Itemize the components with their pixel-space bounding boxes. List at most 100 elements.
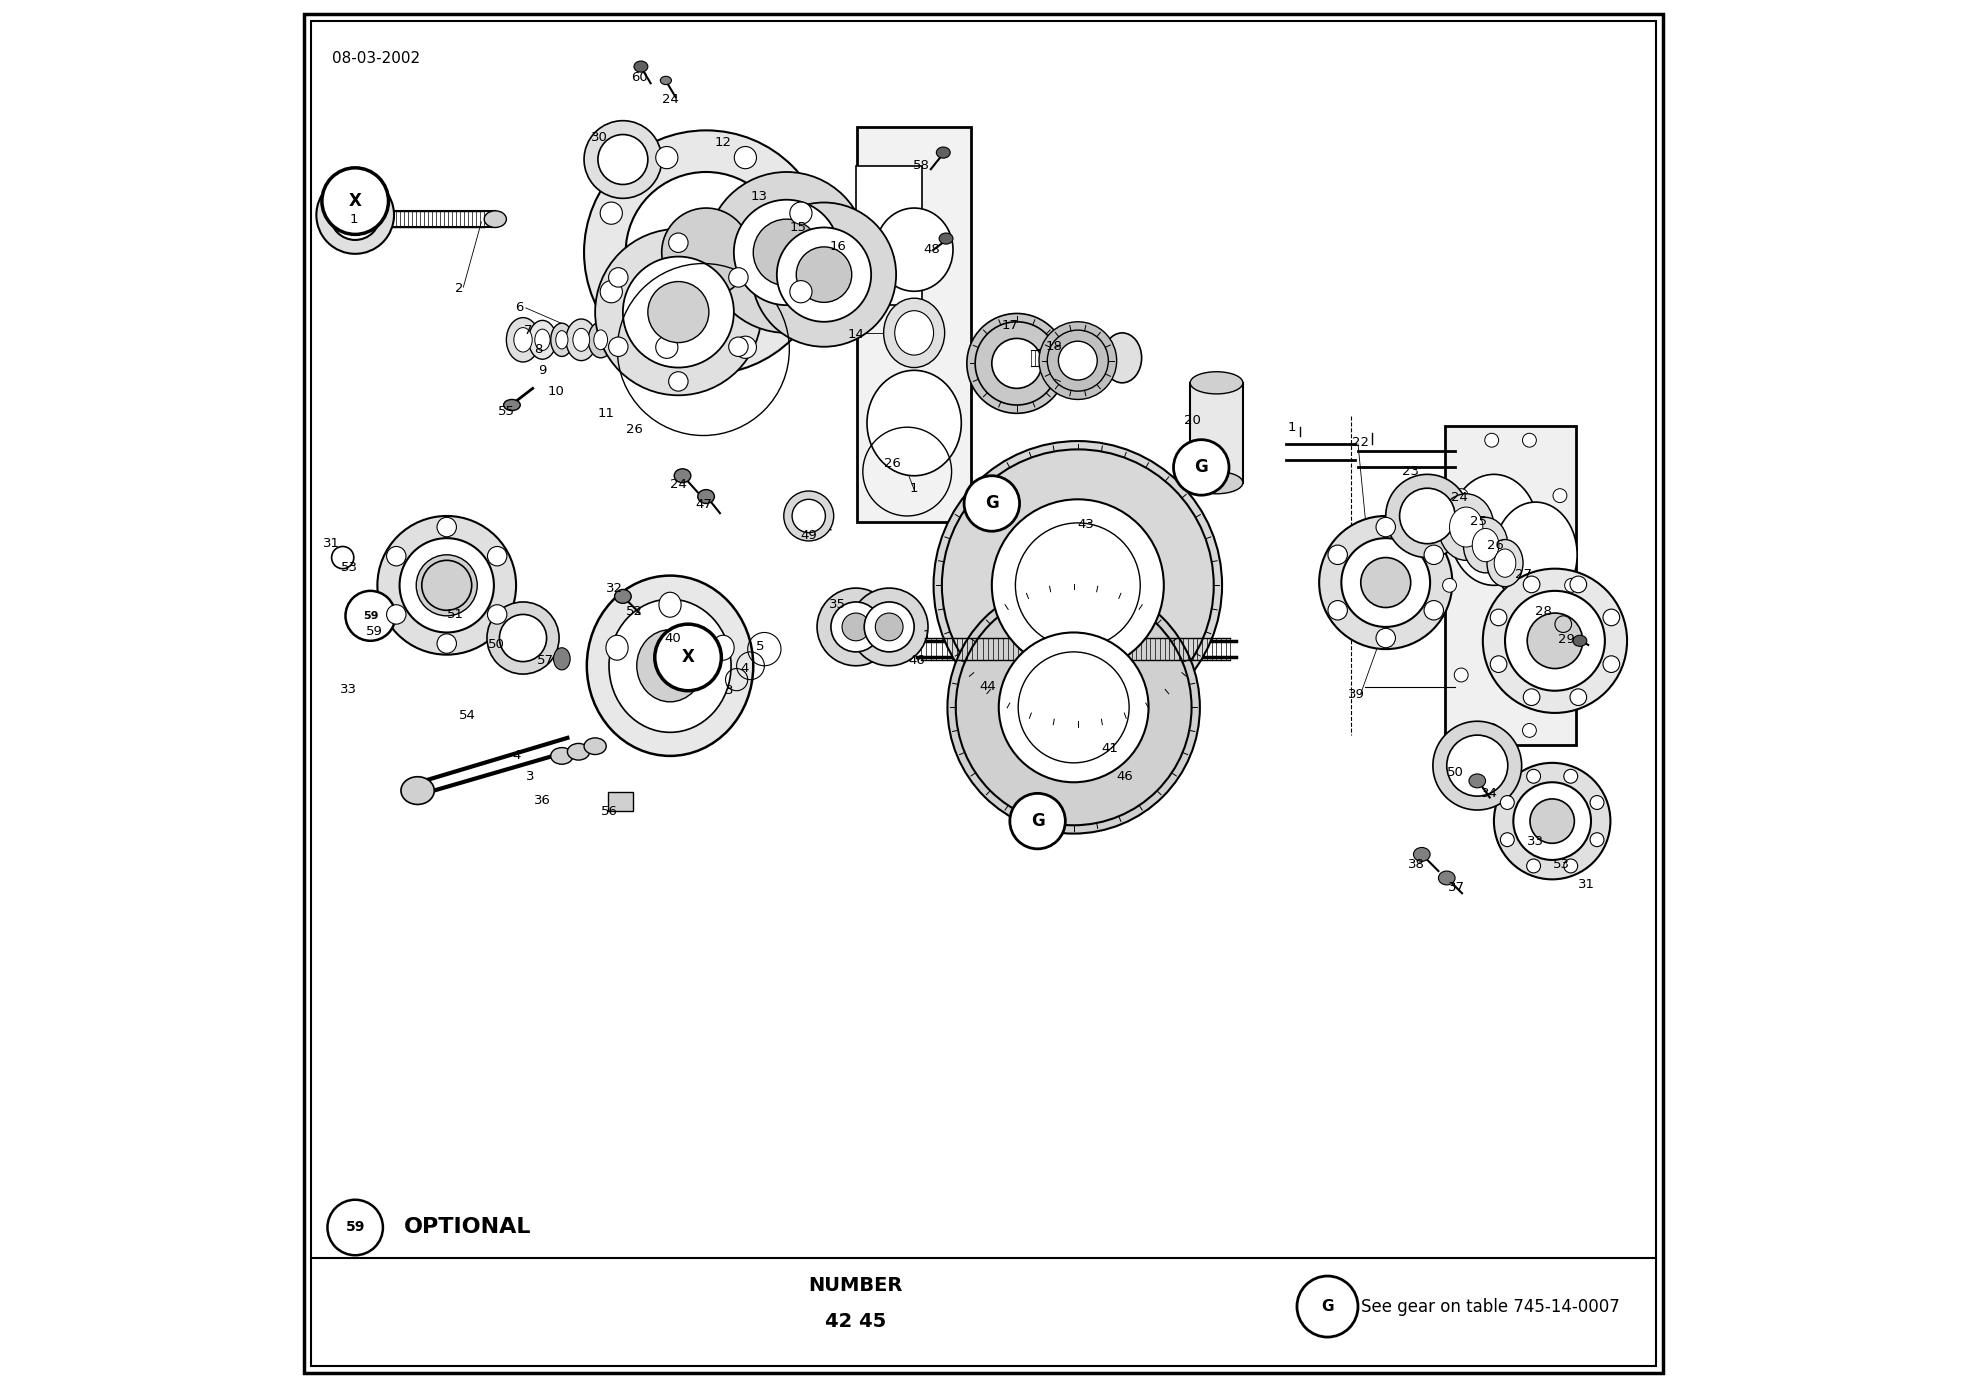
Ellipse shape — [608, 268, 627, 287]
Ellipse shape — [488, 605, 507, 624]
Text: 47: 47 — [694, 498, 712, 512]
Ellipse shape — [1574, 635, 1587, 646]
Text: 27: 27 — [1515, 567, 1532, 581]
Text: 12: 12 — [714, 136, 732, 150]
Text: 34: 34 — [1481, 786, 1499, 800]
Ellipse shape — [1320, 516, 1452, 649]
Ellipse shape — [1485, 433, 1499, 447]
Ellipse shape — [551, 748, 572, 764]
Text: 11: 11 — [598, 406, 616, 420]
Text: 53: 53 — [340, 560, 358, 574]
Ellipse shape — [751, 203, 897, 347]
Ellipse shape — [1009, 793, 1066, 849]
Ellipse shape — [883, 298, 944, 368]
Ellipse shape — [791, 203, 812, 225]
Ellipse shape — [557, 330, 568, 350]
Ellipse shape — [850, 588, 928, 666]
Ellipse shape — [513, 327, 533, 352]
Text: 60: 60 — [631, 71, 647, 85]
Text: 51: 51 — [447, 608, 464, 621]
Ellipse shape — [596, 229, 761, 395]
Ellipse shape — [991, 338, 1043, 388]
Ellipse shape — [317, 176, 393, 254]
Text: 31: 31 — [1578, 878, 1595, 892]
Text: OPTIONAL: OPTIONAL — [403, 1218, 531, 1237]
Ellipse shape — [637, 630, 704, 702]
Bar — [608, 792, 633, 811]
Text: 17: 17 — [1001, 319, 1019, 333]
Text: 9: 9 — [539, 363, 547, 377]
Text: G: G — [1322, 1300, 1334, 1313]
Text: 10: 10 — [549, 384, 565, 398]
Ellipse shape — [698, 490, 714, 503]
Text: 6: 6 — [515, 301, 523, 315]
Text: 42 45: 42 45 — [826, 1312, 887, 1332]
Ellipse shape — [1328, 601, 1347, 620]
Text: 30: 30 — [590, 130, 608, 144]
Text: 41: 41 — [1102, 742, 1117, 756]
Text: 46: 46 — [909, 653, 924, 667]
Text: 26: 26 — [626, 423, 643, 437]
Text: 43: 43 — [1078, 517, 1094, 531]
Text: 32: 32 — [606, 581, 624, 595]
Text: NUMBER: NUMBER — [808, 1276, 903, 1295]
Ellipse shape — [584, 130, 828, 374]
Text: 29: 29 — [1558, 632, 1574, 646]
Ellipse shape — [1377, 628, 1395, 648]
Ellipse shape — [659, 592, 681, 617]
Text: 1: 1 — [350, 212, 358, 226]
FancyBboxPatch shape — [303, 14, 1664, 1373]
Text: 4: 4 — [742, 662, 749, 675]
Ellipse shape — [1414, 847, 1430, 861]
Text: 57: 57 — [537, 653, 553, 667]
Text: 37: 37 — [1448, 881, 1465, 895]
Text: 5: 5 — [755, 639, 765, 653]
Ellipse shape — [1522, 433, 1536, 447]
Ellipse shape — [1487, 540, 1522, 587]
Ellipse shape — [488, 602, 559, 674]
Ellipse shape — [401, 777, 435, 804]
Text: 33: 33 — [340, 682, 356, 696]
Ellipse shape — [1570, 576, 1587, 592]
Ellipse shape — [624, 257, 734, 368]
Ellipse shape — [706, 172, 867, 333]
Ellipse shape — [506, 318, 539, 362]
Text: 50: 50 — [1446, 766, 1463, 779]
Ellipse shape — [600, 280, 622, 302]
Ellipse shape — [1530, 799, 1574, 843]
Text: 25: 25 — [1469, 515, 1487, 528]
Ellipse shape — [1432, 721, 1522, 810]
Ellipse shape — [1495, 549, 1517, 577]
Ellipse shape — [566, 743, 590, 760]
Ellipse shape — [1589, 796, 1603, 810]
Ellipse shape — [1361, 558, 1410, 608]
Ellipse shape — [1454, 488, 1467, 502]
Ellipse shape — [1438, 494, 1493, 560]
Text: 1: 1 — [1286, 420, 1296, 434]
Ellipse shape — [1174, 440, 1229, 495]
Ellipse shape — [1501, 796, 1515, 810]
Ellipse shape — [1526, 859, 1540, 872]
Ellipse shape — [1424, 545, 1444, 565]
Text: 46: 46 — [1117, 770, 1133, 784]
Ellipse shape — [1377, 517, 1395, 537]
Text: X: X — [683, 649, 694, 666]
Ellipse shape — [1341, 538, 1430, 627]
Ellipse shape — [934, 441, 1222, 730]
Text: 18: 18 — [1046, 340, 1062, 354]
Ellipse shape — [626, 172, 787, 333]
Text: 14: 14 — [848, 327, 864, 341]
Ellipse shape — [793, 499, 826, 533]
Text: 1: 1 — [911, 481, 919, 495]
Ellipse shape — [1493, 763, 1611, 879]
Text: 4: 4 — [511, 749, 519, 763]
Ellipse shape — [1296, 1276, 1357, 1337]
Text: 20: 20 — [1184, 413, 1202, 427]
Ellipse shape — [1454, 669, 1467, 682]
Ellipse shape — [867, 370, 962, 476]
Text: 7: 7 — [525, 323, 533, 337]
Ellipse shape — [948, 581, 1200, 834]
Ellipse shape — [500, 614, 547, 662]
Ellipse shape — [551, 323, 572, 356]
Ellipse shape — [669, 233, 688, 252]
